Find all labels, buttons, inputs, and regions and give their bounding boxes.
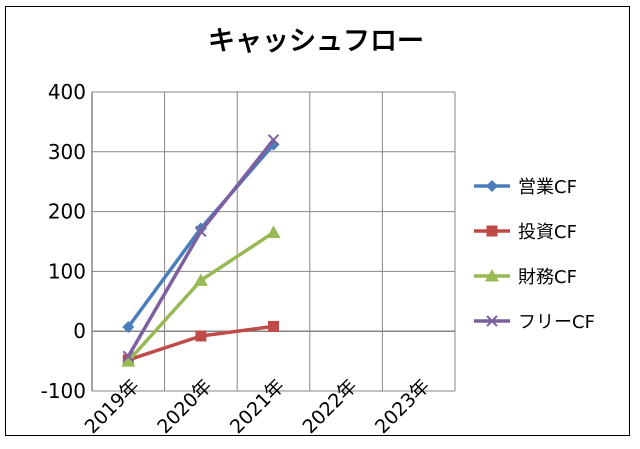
y-tick-label: -100 <box>41 379 86 403</box>
data-point <box>266 225 281 239</box>
series-0 <box>122 138 280 334</box>
legend-label: フリーCF <box>518 312 595 333</box>
legend-item: 財務CF <box>474 267 577 288</box>
axes <box>91 92 455 391</box>
chart-frame <box>5 6 630 436</box>
series-group <box>121 134 281 367</box>
legend-item: 営業CF <box>474 177 577 198</box>
x-tick-label: 2021年 <box>226 375 289 438</box>
legend-label: 財務CF <box>518 267 577 288</box>
x-tick-label: 2023年 <box>371 375 434 438</box>
y-tick-label: 400 <box>48 80 86 104</box>
data-point <box>267 134 280 146</box>
y-tick-label: 0 <box>73 319 86 343</box>
chart-title: キャッシュフロー <box>208 26 424 57</box>
legend-swatch-marker <box>486 180 498 192</box>
y-tick-labels: 400 300 200 100 0 -100 <box>41 80 86 403</box>
data-point <box>195 225 207 238</box>
x-tick-label: 2022年 <box>298 375 361 438</box>
x-tick-label: 2020年 <box>153 375 216 438</box>
data-point <box>122 321 135 334</box>
legend-swatch-marker <box>485 269 499 282</box>
y-tick-label: 300 <box>48 140 86 164</box>
y-tick-label: 200 <box>48 200 86 224</box>
series-line <box>126 143 275 329</box>
data-point <box>193 273 208 286</box>
data-point <box>121 354 136 367</box>
legend-label: 投資CF <box>518 222 577 243</box>
data-point <box>122 350 135 363</box>
x-tick-label: 2019年 <box>81 375 144 438</box>
legend-swatch-marker <box>486 315 498 327</box>
series-2 <box>121 225 281 367</box>
gridlines <box>91 91 456 392</box>
legend: 営業CF 投資CF 財務CF フリーCF <box>474 177 595 333</box>
y-tick-label: 100 <box>48 259 86 283</box>
series-3 <box>122 134 280 363</box>
data-point <box>268 320 279 332</box>
x-tick-labels: 2019年 2020年 2021年 2022年 2023年 <box>81 375 435 438</box>
legend-item: 投資CF <box>474 222 577 243</box>
legend-label: 営業CF <box>518 177 577 198</box>
legend-item: フリーCF <box>474 312 595 333</box>
data-point <box>195 330 207 342</box>
legend-swatch-marker <box>486 225 498 237</box>
